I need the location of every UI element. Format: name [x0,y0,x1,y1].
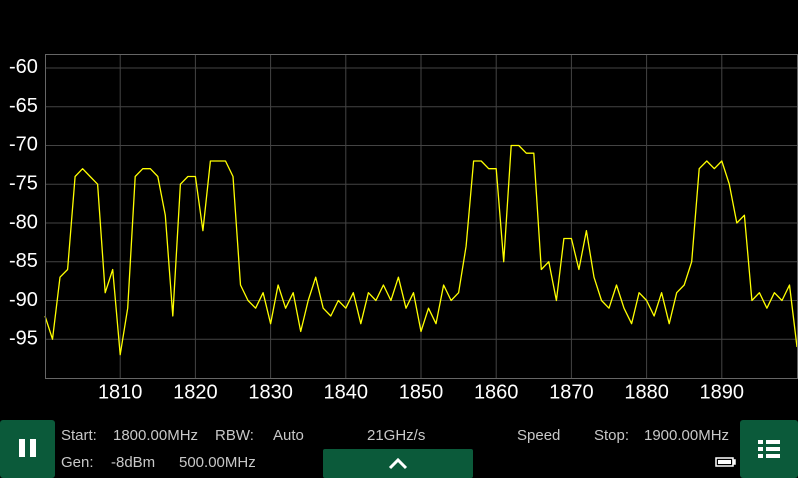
speed-label: Speed [517,427,560,444]
x-tick-label: 1880 [624,381,669,403]
x-tick-label: 1810 [98,381,143,403]
rbw-label: RBW: [215,427,254,444]
pause-icon [19,439,25,457]
expand-tab[interactable] [323,449,473,478]
x-tick-label: 1830 [248,381,293,403]
battery-level [718,460,731,464]
pause-icon [30,439,36,457]
start-label: Start: [61,427,97,444]
stop-value: 1900.00MHz [644,427,729,444]
menu-icon [758,440,780,458]
chevron-up [388,457,408,470]
sweep-rate: 21GHz/s [367,427,425,444]
plot: -60 -65 -70 -75 -80 -85 -90 -95 1810 1820 1830 1840… [9,54,798,403]
x-tick-label: 1850 [399,381,444,403]
pause-button[interactable] [0,420,55,478]
y-tick-label: -80 [9,211,38,233]
x-tick-label: 1820 [173,381,218,403]
x-tick-label: 1840 [324,381,369,403]
y-tick-label: -90 [9,289,38,311]
x-tick-label: 1860 [474,381,519,403]
y-tick-label: -95 [9,328,38,350]
x-tick-label: 1890 [700,381,745,403]
trace [44,144,798,356]
x-tick-label: 1870 [549,381,594,403]
gen-frequency: 500.00MHz [179,454,256,471]
y-tick-label: -75 [9,173,38,195]
gen-level: -8dBm [111,454,155,471]
y-tick-label: -60 [9,56,38,78]
y-tick-label: -70 [9,134,38,156]
y-tick-label: -65 [9,95,38,117]
start-value: 1800.00MHz [113,427,198,444]
y-tick-label: -85 [9,250,38,272]
battery-icon [715,457,736,467]
stop-label: Stop: [594,427,629,444]
gen-label: Gen: [61,454,94,471]
rbw-value: Auto [273,427,304,444]
